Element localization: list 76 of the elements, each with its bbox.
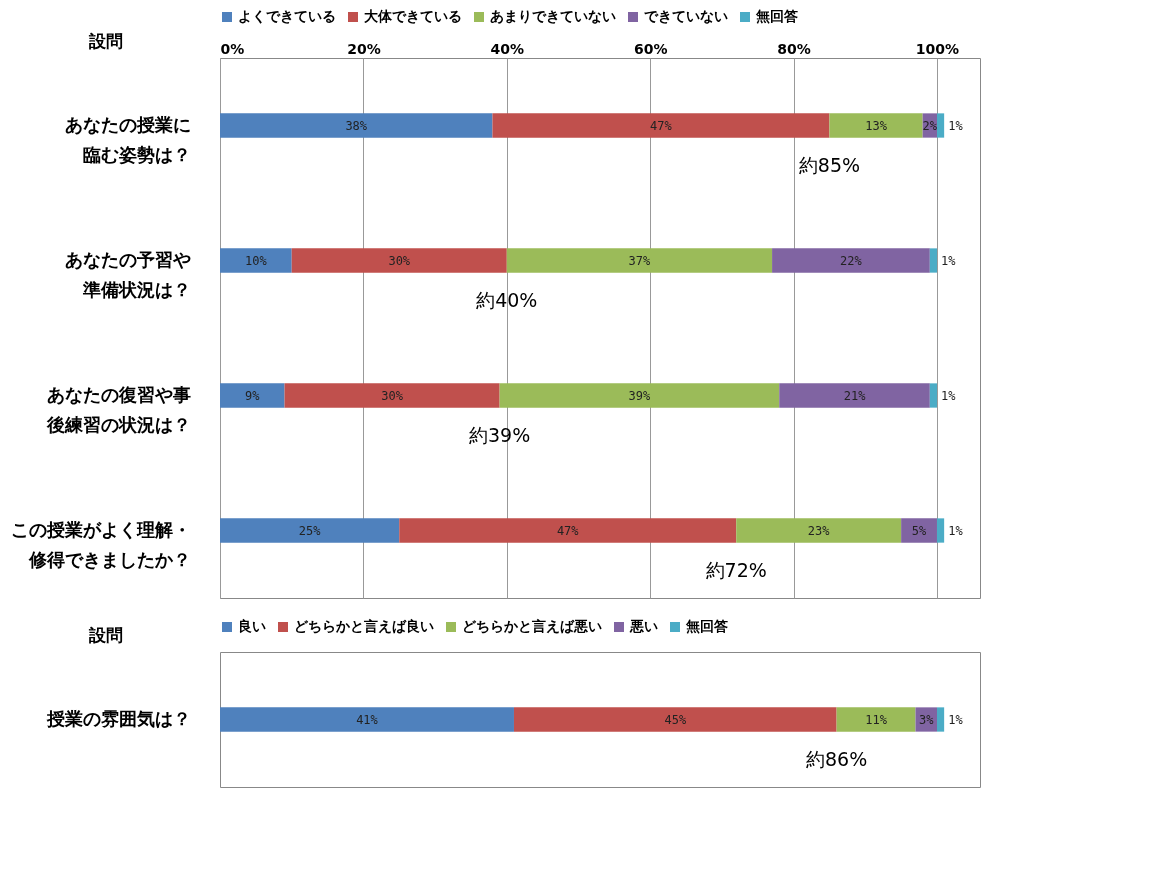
data-label: 41% [356,712,379,727]
y-tick-label: あなたの復習や事後練習の状況は？ [45,383,191,435]
annotation: 約39% [469,423,531,446]
data-label: 30% [381,388,404,403]
legend-label: できていない [644,8,728,24]
y-tick-label: この授業がよく理解・修得できましたか？ [10,518,191,570]
legend-label: 無回答 [685,618,728,634]
y-tick-label: 授業の雰囲気は？ [45,707,191,729]
data-label: 1% [940,253,957,268]
legend-label: 大体できている [364,8,462,24]
data-label: 22% [840,253,863,268]
data-label: 9% [245,388,261,403]
bar [736,518,902,543]
data-label: 30% [388,253,411,268]
legend-label: 無回答 [755,8,798,24]
data-label: 1% [948,523,964,538]
x-tick-label: 100% [915,40,960,57]
y-axis-title: 設問 [87,624,123,645]
bar [220,383,285,408]
bar [220,113,493,138]
bar [936,707,945,732]
legend-label: どちらかと言えば悪い [462,618,602,634]
bar [291,248,507,273]
legend-label: 良い [238,618,266,634]
data-label: 38% [345,118,368,133]
data-label: 45% [664,712,687,727]
bar [901,518,937,543]
bar [399,518,737,543]
bar [499,383,780,408]
data-label: 1% [948,118,964,133]
data-label: 37% [628,253,652,268]
annotation: 約40% [476,288,538,311]
bar [220,518,400,543]
bar [829,113,923,138]
data-label: 2% [922,118,938,133]
bar [936,113,945,138]
annotation: 約86% [805,747,868,770]
legend-label: よくできている [238,8,336,24]
x-tick-label: 20% [347,40,381,57]
data-label: 10% [245,253,268,268]
annotation: 約72% [705,558,767,581]
data-label: 39% [628,388,652,403]
bar [836,707,916,732]
x-tick-label: 0% [220,40,245,57]
bar [492,113,830,138]
x-tick-label: 60% [633,40,668,57]
data-label: 1% [948,712,964,727]
bar [506,248,773,273]
bar [929,383,937,408]
data-label: 3% [919,712,935,727]
legend-label: どちらかと言えば良い [294,618,434,634]
data-label: 25% [298,523,322,538]
x-tick-label: 80% [777,40,811,57]
data-label: 47% [556,523,580,538]
legend-label: あまりできていない [490,8,616,24]
data-label: 47% [650,118,673,133]
y-axis-title: 設問 [87,30,123,51]
data-label: 23% [807,523,831,538]
data-label: 1% [940,388,957,403]
bar [772,248,930,273]
data-label: 13% [865,118,888,133]
bar [220,248,292,273]
data-label: 5% [911,523,928,538]
x-tick-label: 40% [490,40,525,57]
bar [284,383,500,408]
bar [929,248,937,273]
annotation: 約85% [798,153,861,176]
data-label: 21% [843,388,867,403]
data-label: 11% [865,712,888,727]
bar [936,518,945,543]
y-tick-label: あなたの授業に臨む姿勢は？ [64,113,191,165]
bar [779,383,930,408]
legend-label: 悪い [629,618,658,634]
y-tick-label: あなたの予習や準備状況は？ [64,248,191,300]
bar [513,707,837,732]
bar [220,707,514,732]
